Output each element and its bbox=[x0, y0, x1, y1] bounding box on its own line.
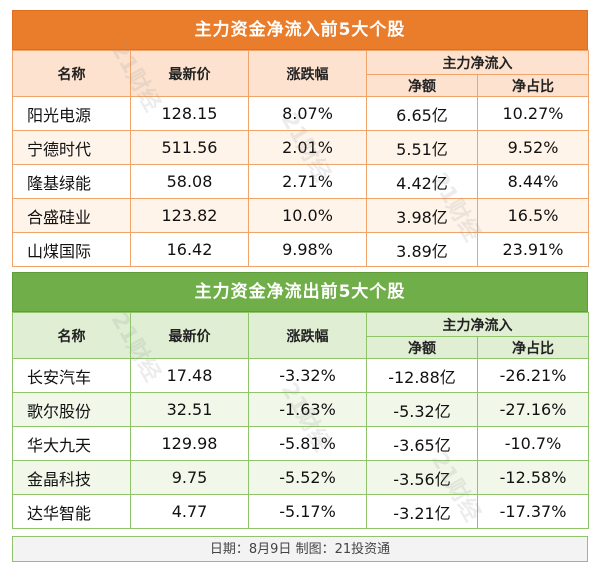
header-price: 最新价 bbox=[130, 50, 249, 97]
stock-price: 58.08 bbox=[130, 164, 249, 199]
table-row: 歌尔股份 32.51 -1.63% -5.32亿 -27.16% bbox=[12, 392, 589, 427]
stock-net: 3.89亿 bbox=[366, 232, 478, 267]
stock-change: -3.32% bbox=[248, 358, 367, 393]
stock-ratio: 23.91% bbox=[477, 232, 589, 267]
stock-price: 123.82 bbox=[130, 198, 249, 233]
outflow-section: 主力资金净流出前5大个股 名称 最新价 涨跌幅 主力净流入 净额 净占比 bbox=[12, 272, 589, 529]
stock-price: 4.77 bbox=[130, 494, 249, 529]
outflow-table: 名称 最新价 涨跌幅 主力净流入 净额 净占比 长安汽车 17.48 -3.32… bbox=[12, 312, 589, 529]
stock-change: -5.17% bbox=[248, 494, 367, 529]
table-row: 山煤国际 16.42 9.98% 3.89亿 23.91% bbox=[12, 232, 589, 267]
stock-price: 32.51 bbox=[130, 392, 249, 427]
stock-price: 129.98 bbox=[130, 426, 249, 461]
stock-price: 17.48 bbox=[130, 358, 249, 393]
stock-change: 9.98% bbox=[248, 232, 367, 267]
stock-price: 16.42 bbox=[130, 232, 249, 267]
header-price: 最新价 bbox=[130, 312, 249, 359]
stock-ratio: -26.21% bbox=[477, 358, 589, 393]
stock-name: 阳光电源 bbox=[12, 96, 131, 131]
header-net: 净额 bbox=[366, 336, 478, 359]
table-row: 金晶科技 9.75 -5.52% -3.56亿 -12.58% bbox=[12, 460, 589, 495]
stock-net: -3.65亿 bbox=[366, 426, 478, 461]
stock-net: -12.88亿 bbox=[366, 358, 478, 393]
stock-ratio: -10.7% bbox=[477, 426, 589, 461]
stock-price: 9.75 bbox=[130, 460, 249, 495]
stock-net: -3.56亿 bbox=[366, 460, 478, 495]
stock-net: 5.51亿 bbox=[366, 130, 478, 165]
header-ratio: 净占比 bbox=[477, 336, 589, 359]
stock-net: -5.32亿 bbox=[366, 392, 478, 427]
stock-net: 3.98亿 bbox=[366, 198, 478, 233]
footer-caption: 日期：8月9日 制图：21投资通 bbox=[12, 536, 588, 562]
stock-name: 金晶科技 bbox=[12, 460, 131, 495]
table-row: 阳光电源 128.15 8.07% 6.65亿 10.27% bbox=[12, 96, 589, 131]
table-row: 宁德时代 511.56 2.01% 5.51亿 9.52% bbox=[12, 130, 589, 165]
header-group: 主力净流入 bbox=[366, 312, 589, 337]
stock-ratio: 16.5% bbox=[477, 198, 589, 233]
stock-ratio: -17.37% bbox=[477, 494, 589, 529]
stock-change: 2.71% bbox=[248, 164, 367, 199]
header-name: 名称 bbox=[12, 312, 131, 359]
stock-change: -5.81% bbox=[248, 426, 367, 461]
stock-ratio: 9.52% bbox=[477, 130, 589, 165]
table-row: 华大九天 129.98 -5.81% -3.65亿 -10.7% bbox=[12, 426, 589, 461]
inflow-table: 名称 最新价 涨跌幅 主力净流入 净额 净占比 阳光电源 128.15 8.07… bbox=[12, 50, 589, 267]
stock-name: 合盛硅业 bbox=[12, 198, 131, 233]
header-change: 涨跌幅 bbox=[248, 312, 367, 359]
table-row: 合盛硅业 123.82 10.0% 3.98亿 16.5% bbox=[12, 198, 589, 233]
stock-change: -5.52% bbox=[248, 460, 367, 495]
table-row: 长安汽车 17.48 -3.32% -12.88亿 -26.21% bbox=[12, 358, 589, 393]
stock-change: 2.01% bbox=[248, 130, 367, 165]
header-ratio: 净占比 bbox=[477, 74, 589, 97]
table-row: 达华智能 4.77 -5.17% -3.21亿 -17.37% bbox=[12, 494, 589, 529]
stock-change: -1.63% bbox=[248, 392, 367, 427]
stock-name: 山煤国际 bbox=[12, 232, 131, 267]
stock-name: 长安汽车 bbox=[12, 358, 131, 393]
stock-name: 华大九天 bbox=[12, 426, 131, 461]
header-change: 涨跌幅 bbox=[248, 50, 367, 97]
stock-name: 隆基绿能 bbox=[12, 164, 131, 199]
stock-price: 128.15 bbox=[130, 96, 249, 131]
stock-net: 4.42亿 bbox=[366, 164, 478, 199]
inflow-title: 主力资金净流入前5大个股 bbox=[12, 10, 588, 50]
table-row: 隆基绿能 58.08 2.71% 4.42亿 8.44% bbox=[12, 164, 589, 199]
stock-name: 宁德时代 bbox=[12, 130, 131, 165]
stock-net: 6.65亿 bbox=[366, 96, 478, 131]
stock-price: 511.56 bbox=[130, 130, 249, 165]
stock-net: -3.21亿 bbox=[366, 494, 478, 529]
stock-name: 歌尔股份 bbox=[12, 392, 131, 427]
stock-change: 8.07% bbox=[248, 96, 367, 131]
stock-ratio: 10.27% bbox=[477, 96, 589, 131]
stock-name: 达华智能 bbox=[12, 494, 131, 529]
stock-change: 10.0% bbox=[248, 198, 367, 233]
outflow-title: 主力资金净流出前5大个股 bbox=[12, 272, 588, 312]
stock-ratio: 8.44% bbox=[477, 164, 589, 199]
header-group: 主力净流入 bbox=[366, 50, 589, 75]
inflow-section: 主力资金净流入前5大个股 名称 最新价 涨跌幅 主力净流入 净额 净占比 bbox=[12, 10, 589, 267]
stock-ratio: -12.58% bbox=[477, 460, 589, 495]
header-net: 净额 bbox=[366, 74, 478, 97]
stock-ratio: -27.16% bbox=[477, 392, 589, 427]
header-name: 名称 bbox=[12, 50, 131, 97]
